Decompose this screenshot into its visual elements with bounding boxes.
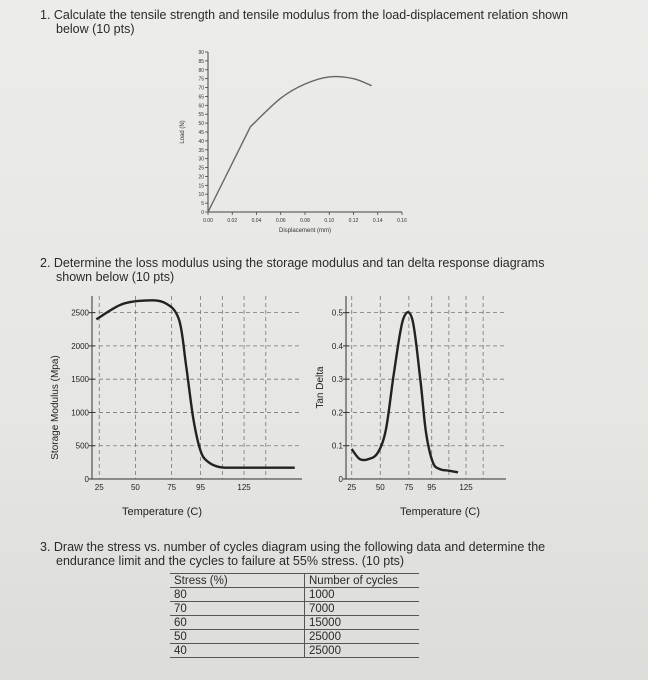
y-tick-label: 0 <box>85 475 90 484</box>
x-tick-label: 25 <box>95 483 104 492</box>
question-1: 1. Calculate the tensile strength and te… <box>40 8 600 36</box>
tan-delta-chart: 0 0.1 0.2 0.3 0.4 0.5 25 50 75 95 125 Temperature (… <box>315 296 506 518</box>
x-tick-label: 75 <box>404 483 413 492</box>
y-tick-label: 15 <box>198 183 204 189</box>
cycles-cell: 25000 <box>304 643 419 658</box>
y-tick-label: 0.4 <box>332 342 344 351</box>
y-tick-label: 0.2 <box>332 408 344 417</box>
y-tick-label: 50 <box>198 121 204 127</box>
x-tick-label: 95 <box>196 483 205 492</box>
stress-cell: 80 <box>170 587 305 602</box>
y-tick-label: 5 <box>201 201 204 207</box>
cycles-cell: 1000 <box>304 587 419 602</box>
x-tick-label: 0.16 <box>397 218 407 224</box>
stress-cell: 60 <box>170 615 305 630</box>
stress-cell: 50 <box>170 629 305 644</box>
x-tick-label: 50 <box>376 483 385 492</box>
x-tick-label: 0.10 <box>324 218 334 224</box>
table-row: 40 25000 <box>170 643 419 658</box>
table-row: 60 15000 <box>170 615 419 630</box>
y-tick-label: 20 <box>198 174 204 180</box>
question-3-line1: 3. Draw the stress vs. number of cycles … <box>40 540 546 554</box>
y-tick-label: 30 <box>198 157 204 163</box>
x-tick-label: 125 <box>459 483 473 492</box>
x-tick-label: 125 <box>237 483 251 492</box>
load-curve-plastic-segment <box>249 75 372 128</box>
cycles-cell: 25000 <box>304 629 419 644</box>
x-tick-label: 0.08 <box>300 218 310 224</box>
question-1-line2: below (10 pts) <box>56 22 135 36</box>
stress-cycles-table: Stress (%) Number of cycles 80 1000 70 7… <box>170 573 419 658</box>
y-tick-label: 55 <box>198 112 204 118</box>
y-tick-label: 80 <box>198 68 204 74</box>
y-axis-title: Load (N) <box>180 120 186 143</box>
question-3-line2: endurance limit and the cycles to failur… <box>56 554 405 568</box>
y-tick-label: 75 <box>198 77 204 83</box>
y-tick-label: 45 <box>198 130 204 136</box>
x-tick-label: 0.04 <box>252 218 262 224</box>
table-row: 70 7000 <box>170 601 419 616</box>
x-axis-title: Temperature (C) <box>122 506 202 518</box>
y-tick-label: 1000 <box>71 408 89 417</box>
y-tick-label: 0 <box>201 210 204 216</box>
load-displacement-chart: 0 5 10 15 20 25 30 35 40 45 50 55 60 65 70 75 80 85 90 0.00… <box>180 50 407 234</box>
x-tick-label: 0.00 <box>203 218 213 224</box>
question-1-line1: 1. Calculate the tensile strength and te… <box>40 8 569 22</box>
x-tick-label: 25 <box>347 483 356 492</box>
y-tick-label: 1500 <box>71 375 89 384</box>
y-tick-label: 60 <box>198 103 204 109</box>
y-tick-label: 40 <box>198 139 204 145</box>
y-tick-label: 85 <box>198 59 204 65</box>
x-tick-label: 0.14 <box>373 218 383 224</box>
stress-cell: 40 <box>170 643 305 658</box>
y-tick-label: 70 <box>198 86 204 92</box>
y-tick-label: 0.1 <box>332 442 344 451</box>
x-tick-label: 95 <box>427 483 436 492</box>
x-tick-label: 75 <box>167 483 176 492</box>
load-curve-linear-segment <box>207 126 252 213</box>
y-tick-label: 500 <box>76 442 90 451</box>
storage-modulus-curve <box>95 299 295 469</box>
x-tick-label: 0.06 <box>276 218 286 224</box>
x-axis-title: Temperature (C) <box>400 506 480 518</box>
y-tick-label: 0.5 <box>332 309 344 318</box>
tan-delta-curve <box>350 311 459 474</box>
y-tick-label: 2000 <box>71 342 89 351</box>
y-axis-title: Tan Delta <box>315 366 326 409</box>
table-row: 50 25000 <box>170 629 419 644</box>
y-tick-label: 0 <box>339 475 344 484</box>
table-row: 80 1000 <box>170 587 419 602</box>
stress-cell: 70 <box>170 601 305 616</box>
y-tick-label: 65 <box>198 94 204 100</box>
question-2-line2: shown below (10 pts) <box>56 270 175 284</box>
cycles-cell: 15000 <box>304 615 419 630</box>
y-axis-title: Storage Modulus (Mpa) <box>50 355 61 460</box>
x-tick-label: 50 <box>131 483 140 492</box>
y-tick-label: 35 <box>198 148 204 154</box>
y-tick-label: 0.3 <box>332 375 344 384</box>
y-tick-label: 90 <box>198 50 204 56</box>
question-2: 2. Determine the loss modulus using the … <box>40 256 600 284</box>
storage-modulus-chart: 0 500 1000 1500 2000 2500 25 50 75 95 125 Temperatu… <box>50 296 302 518</box>
x-tick-label: 0.12 <box>349 218 359 224</box>
question-3: 3. Draw the stress vs. number of cycles … <box>40 540 600 568</box>
header-cycles: Number of cycles <box>304 573 419 588</box>
y-tick-label: 2500 <box>71 309 89 318</box>
header-stress: Stress (%) <box>170 573 305 588</box>
question-2-line1: 2. Determine the loss modulus using the … <box>40 256 545 270</box>
cycles-cell: 7000 <box>304 601 419 616</box>
y-tick-label: 25 <box>198 166 204 172</box>
x-axis-title: Displacement (mm) <box>279 228 331 234</box>
y-tick-label: 10 <box>198 192 204 198</box>
x-tick-label: 0.02 <box>227 218 237 224</box>
table-header-row: Stress (%) Number of cycles <box>170 573 419 588</box>
